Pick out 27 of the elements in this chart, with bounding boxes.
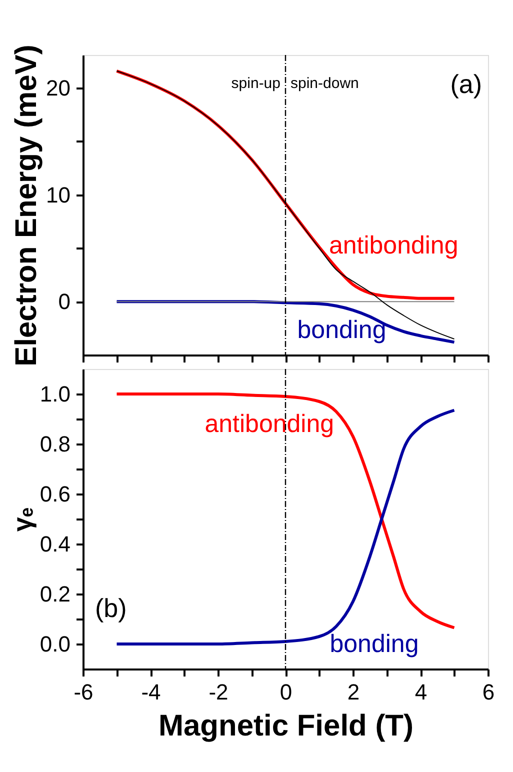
y-axis-title: Electron Energy (meV): [10, 44, 44, 366]
annotation: (b): [95, 593, 127, 623]
annotation: (a): [450, 69, 482, 99]
y-tick-label: 0.6: [40, 482, 70, 506]
y-axis-title: γₑ: [6, 507, 37, 532]
series-label: bonding: [330, 630, 419, 658]
x-tick-label: -6: [74, 680, 94, 704]
series-label: antibonding: [204, 410, 334, 438]
x-tick-label: -4: [141, 680, 161, 704]
y-tick-label: 0.4: [40, 532, 70, 556]
y-tick-label: 0.0: [40, 632, 70, 656]
x-tick-label: 6: [482, 680, 495, 704]
y-tick-label: 0.8: [40, 432, 70, 456]
x-tick-label: 4: [414, 680, 428, 704]
series-label: bonding: [297, 316, 386, 344]
series-label: antibonding: [328, 231, 458, 260]
y-tick-label: 1.0: [40, 382, 70, 406]
annotation: spin-up: [231, 75, 280, 92]
annotation: spin-down: [290, 75, 359, 92]
y-tick-label: 0.2: [40, 582, 70, 606]
y-tick-label: 10: [46, 182, 70, 208]
y-tick-label: 20: [46, 76, 70, 101]
x-tick-label: 2: [347, 680, 360, 704]
x-tick-label: 0: [280, 680, 292, 704]
x-tick-label: -2: [208, 680, 228, 704]
y-tick-label: 0: [58, 289, 70, 314]
x-axis-title: Magnetic Field (T): [158, 710, 414, 742]
